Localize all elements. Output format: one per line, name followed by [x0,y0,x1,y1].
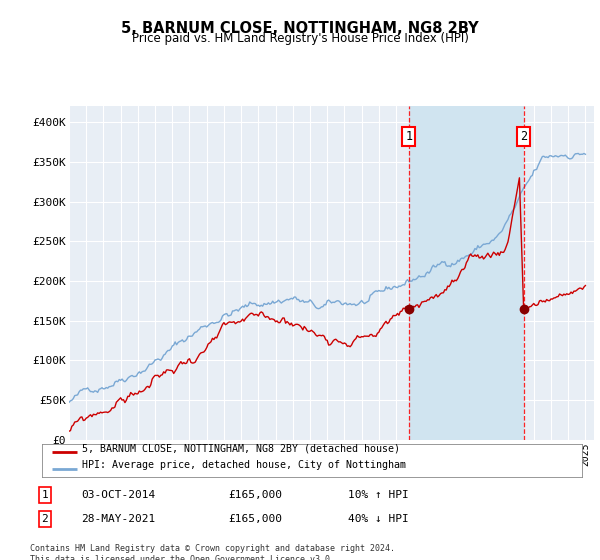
Text: 5, BARNUM CLOSE, NOTTINGHAM, NG8 2BY (detached house): 5, BARNUM CLOSE, NOTTINGHAM, NG8 2BY (de… [83,444,401,454]
Text: £165,000: £165,000 [228,490,282,500]
Text: 2: 2 [41,514,49,524]
Text: 03-OCT-2014: 03-OCT-2014 [81,490,155,500]
Text: 5, BARNUM CLOSE, NOTTINGHAM, NG8 2BY: 5, BARNUM CLOSE, NOTTINGHAM, NG8 2BY [121,21,479,36]
Bar [409,106,524,440]
Text: 1: 1 [406,130,413,143]
Text: HPI: Average price, detached house, City of Nottingham: HPI: Average price, detached house, City… [83,460,407,470]
Text: Contains HM Land Registry data © Crown copyright and database right 2024.
This d: Contains HM Land Registry data © Crown c… [30,544,395,560]
Text: 28-MAY-2021: 28-MAY-2021 [81,514,155,524]
Text: £165,000: £165,000 [228,514,282,524]
Text: 40% ↓ HPI: 40% ↓ HPI [348,514,409,524]
Text: 1: 1 [41,490,49,500]
Text: 2: 2 [520,130,527,143]
Text: 10% ↑ HPI: 10% ↑ HPI [348,490,409,500]
Text: Price paid vs. HM Land Registry's House Price Index (HPI): Price paid vs. HM Land Registry's House … [131,32,469,45]
